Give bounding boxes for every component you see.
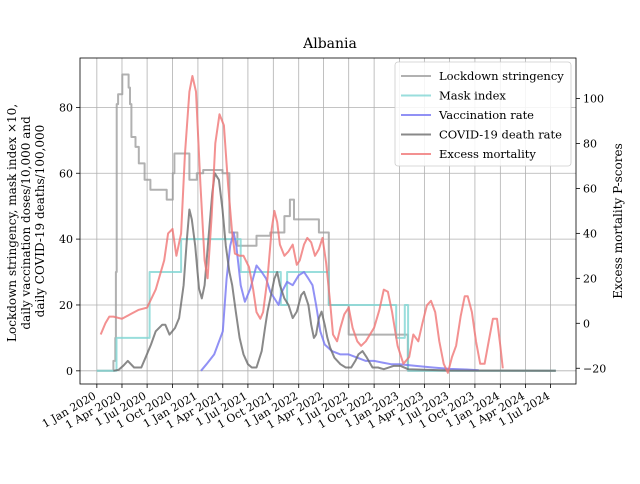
y-right-tick-label: 20 [583,272,597,285]
series-line-covid-19-death-rate [113,172,556,372]
plot-frame [79,57,577,385]
y-axis-left-label-line2: daily vaccination doses/10,000 and [19,116,33,330]
y-left-tick-label: 60 [59,167,73,180]
series-line-excess-mortality [99,75,504,374]
y-axis-right: −20 0 20 40 60 80 100 [576,92,606,375]
legend-label-lockdown-stringency: Lockdown stringency [439,69,564,83]
y-right-tick-label: 40 [583,227,597,240]
chart-title: Albania [302,36,357,52]
y-axis-left-label-line1: Lockdown stringency, mask index ×10, [5,104,19,342]
legend-label-mask-index: Mask index [439,89,506,103]
y-axis-left: 0 20 40 60 80 [59,101,80,378]
y-left-tick-label: 0 [66,365,73,378]
y-right-tick-label: 60 [583,182,597,195]
series-line-vaccination-rate [200,231,479,372]
legend-label-covid-19-death-rate: COVID-19 death rate [439,128,562,142]
y-right-tick-label: 100 [583,92,604,105]
y-axis-left-label-line3: daily COVID-19 deaths/100,000 [33,125,47,318]
y-right-tick-label: 0 [583,317,590,330]
y-left-tick-label: 20 [59,299,73,312]
y-left-tick-label: 80 [59,101,73,114]
y-left-tick-label: 40 [59,233,73,246]
legend-label-excess-mortality: Excess mortality [439,147,536,161]
series-line-lockdown-stringency [96,73,556,372]
y-axis-right-label: Excess mortality P-scores [611,143,625,298]
series-line-mask-index [96,238,556,372]
legend-label-vaccination-rate: Vaccination rate [438,108,534,122]
y-right-tick-label: −20 [583,362,606,375]
legend: Lockdown stringency Mask index Vaccination… [394,61,572,167]
grid [80,58,576,384]
plot-lines [96,73,556,374]
y-axis-left-label: Lockdown stringency, mask index ×10, dai… [5,100,47,342]
y-right-tick-label: 80 [583,137,597,150]
legend-box [394,61,572,167]
